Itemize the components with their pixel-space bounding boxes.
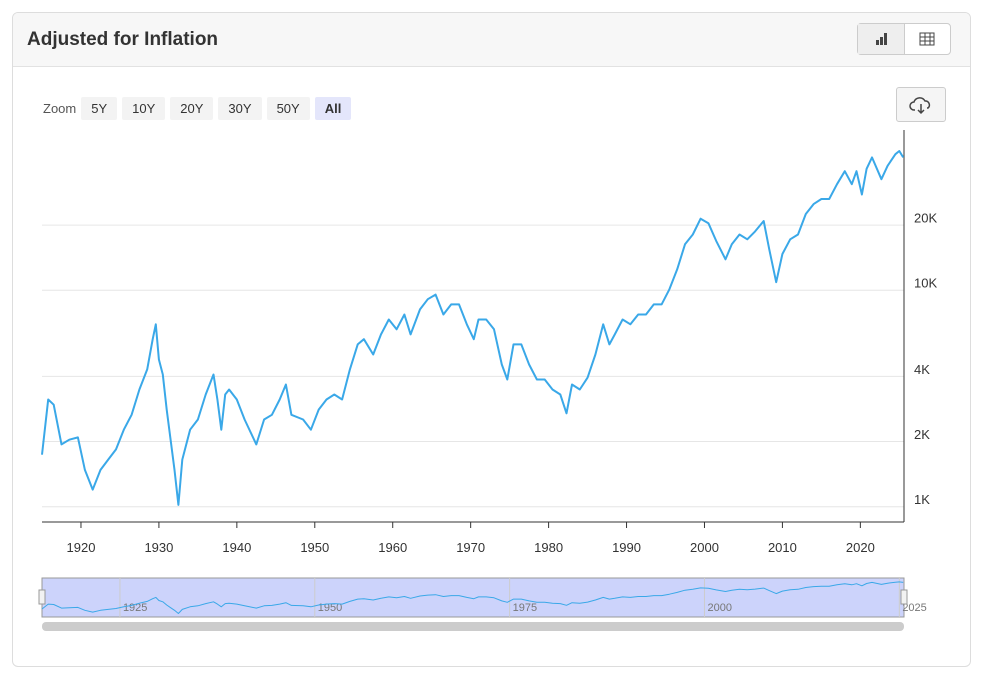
navigator-window (41, 577, 905, 618)
icon (919, 32, 935, 46)
zoom-button[interactable]: 30Y (218, 97, 262, 120)
y-tick-label: 4K (914, 362, 930, 377)
series-line (41, 150, 905, 506)
zoom-button[interactable]: All (314, 97, 352, 120)
navigator-label: 2000 (707, 602, 731, 614)
navigator-line (41, 581, 904, 614)
title: Adjusted for Inflation (27, 29, 219, 50)
zoom-button[interactable]: 50Y (266, 97, 310, 120)
x-tick-label: 1930 (144, 540, 173, 555)
zoom-button[interactable]: 20Y (170, 97, 214, 120)
x-tick-label: 2020 (846, 540, 875, 555)
x-tick-label: 1990 (612, 540, 641, 555)
zoom-button[interactable]: 5Y (81, 97, 118, 120)
x-tick-label: 1950 (300, 540, 329, 555)
y-tick-label: 1K (914, 492, 930, 507)
scrollbar[interactable] (42, 622, 904, 631)
header: Adjusted for Inflation (13, 13, 970, 67)
navigator-label: 1950 (318, 602, 342, 614)
y-tick-label: 2K (914, 427, 930, 442)
navigator-handle[interactable] (900, 589, 908, 605)
x-tick-label: 1920 (67, 540, 96, 555)
y-tick-label: 20K (914, 211, 937, 226)
x-tick-label: 2000 (690, 540, 719, 555)
icon (909, 96, 931, 114)
zoom-button[interactable]: 10Y (122, 97, 166, 120)
navigator-label: 2025 (902, 602, 926, 614)
navigator-label: 1925 (123, 602, 147, 614)
navigator-label: 1975 (513, 602, 537, 614)
view-toggle (857, 23, 951, 55)
y-tick-label: 10K (914, 276, 937, 291)
x-tick-label: 1970 (456, 540, 485, 555)
x-tick-label: 1980 (534, 540, 563, 555)
download-button[interactable] (896, 87, 946, 122)
navigator-handle[interactable] (38, 589, 46, 605)
x-tick-label: 1940 (222, 540, 251, 555)
chart-view-button[interactable] (858, 24, 905, 54)
zoom-label: Zoom (43, 101, 77, 116)
card: Adjusted for Inflation Zoom 5Y 10Y 20Y 30Y 50… (12, 12, 971, 667)
x-tick-label: 1960 (378, 540, 407, 555)
zoom-bar: Zoom 5Y 10Y 20Y 30Y 50Y All (43, 97, 352, 120)
x-tick-label: 2010 (768, 540, 797, 555)
icon (875, 33, 887, 45)
table-view-button[interactable] (905, 24, 951, 54)
